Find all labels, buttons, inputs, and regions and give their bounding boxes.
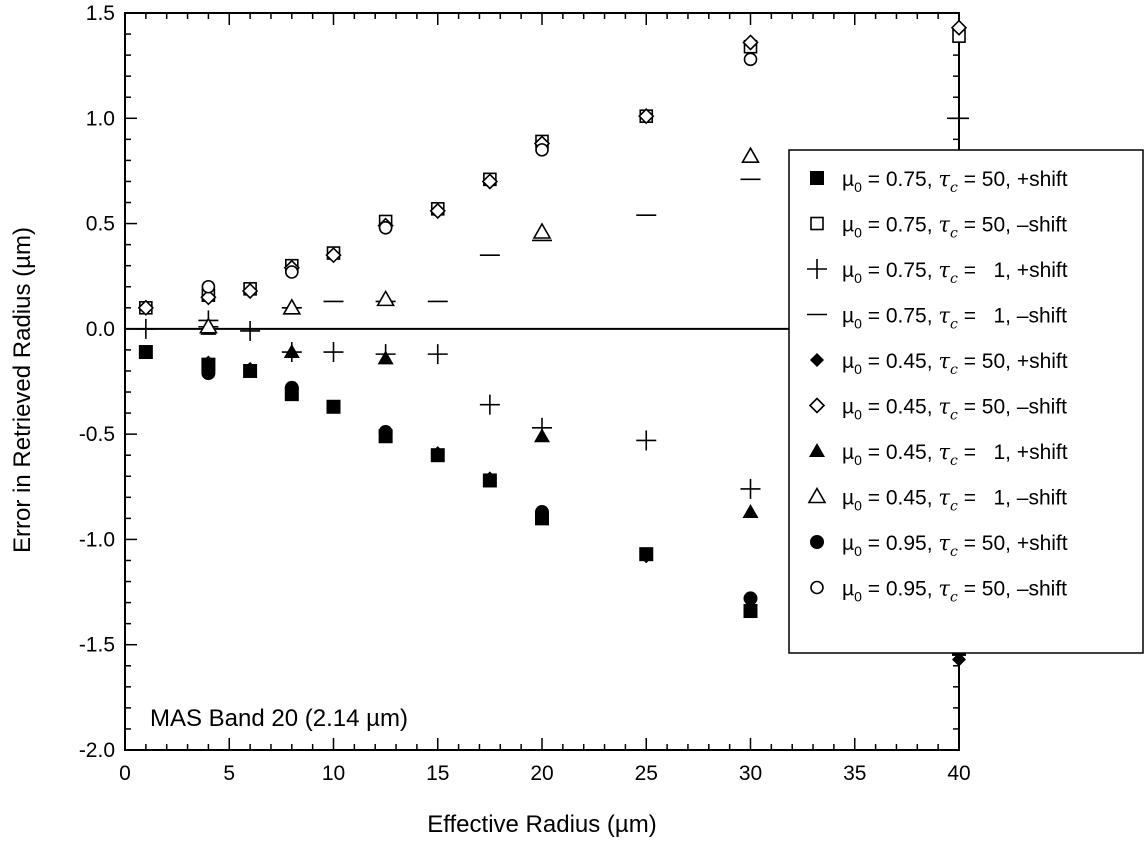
- data-point: [535, 143, 549, 157]
- data-point: [325, 247, 342, 264]
- data-point: [532, 222, 552, 239]
- data-point: [200, 289, 217, 306]
- data-point: [137, 299, 154, 316]
- legend-box: [788, 149, 1144, 654]
- data-point: [742, 504, 759, 519]
- x-tick-label: 5: [223, 762, 235, 785]
- data-point: [138, 345, 153, 360]
- series-8: [199, 146, 760, 334]
- y-axis-title: Error in Retrieved Radius (µm): [9, 227, 36, 553]
- data-point: [741, 146, 760, 163]
- data-point: [378, 220, 393, 235]
- data-point: [481, 173, 499, 190]
- data-point: [201, 366, 216, 381]
- data-point: [323, 342, 344, 363]
- series-9: [201, 366, 758, 606]
- x-tick-label: 10: [322, 762, 345, 785]
- series-3: [135, 310, 969, 624]
- data-point: [243, 361, 258, 376]
- legend: µ0 = 0.75, τc = 50, +shift µ0 = 0.75, τc …: [788, 149, 1144, 654]
- y-tick-label: 0.5: [86, 213, 115, 236]
- data-point: [952, 652, 966, 667]
- x-axis-title: Effective Radius (µm): [427, 811, 656, 838]
- data-point: [283, 344, 300, 359]
- data-point: [534, 428, 550, 443]
- data-point: [479, 394, 500, 415]
- legend-marker: [808, 397, 826, 414]
- data-point: [636, 430, 657, 451]
- y-tick-label: 1.0: [86, 107, 115, 130]
- data-point: [201, 279, 216, 294]
- legend-marker: [810, 535, 824, 549]
- legend-entry: µ0 = 0.75, τc = 50, –shift: [842, 213, 1067, 242]
- data-point: [284, 265, 299, 279]
- y-tick-label: 1.5: [86, 2, 115, 25]
- legend-entry: µ0 = 0.45, τc = 1, +shift: [842, 440, 1068, 469]
- data-point: [743, 52, 758, 67]
- legend-marker: [810, 216, 824, 231]
- legend-marker: [809, 443, 825, 457]
- y-tick-label: -1.0: [79, 528, 115, 551]
- data-point: [638, 108, 655, 125]
- band-annotation: MAS Band 20 (2.14 µm): [150, 705, 408, 732]
- y-tick-label: -1.5: [79, 634, 115, 657]
- y-tick-label: -0.5: [79, 423, 115, 446]
- y-tick-label: -2.0: [79, 739, 115, 762]
- y-tick-label: 0.0: [86, 318, 115, 341]
- data-point: [639, 549, 654, 564]
- x-tick-label: 0: [119, 762, 131, 785]
- data-point: [240, 320, 261, 341]
- data-point: [950, 19, 968, 36]
- data-markers: [135, 19, 969, 667]
- legend-marker: [807, 486, 827, 504]
- data-point: [429, 202, 446, 220]
- data-point: [199, 317, 218, 334]
- legend-entry: µ0 = 0.75, τc = 1, –shift: [842, 304, 1067, 333]
- data-point: [378, 425, 393, 440]
- data-point: [740, 478, 761, 499]
- x-tick-label: 30: [739, 762, 762, 785]
- legend-marker: [810, 353, 824, 367]
- x-tick-label: 20: [530, 762, 553, 785]
- legend-marker: [807, 259, 827, 279]
- legend-entry: µ0 = 0.95, τc = 50, –shift: [842, 577, 1067, 606]
- tick-labels: 0 5 10 15 20 25 30 35 40 -2.0 -1.5 -1.0 -0.5 0.0 0.5 1.…: [79, 2, 971, 785]
- legend-entry: µ0 = 0.75, τc = 1, +shift: [842, 258, 1068, 287]
- legend-entry: µ0 = 0.45, τc = 50, –shift: [842, 395, 1067, 424]
- data-point: [535, 505, 549, 520]
- x-tick-label: 15: [426, 762, 449, 785]
- x-tick-label: 40: [947, 762, 970, 785]
- data-point: [430, 446, 445, 461]
- x-tick-label: 35: [843, 762, 866, 785]
- x-tick-label: 25: [635, 762, 658, 785]
- legend-entry: µ0 = 0.75, τc = 50, +shift: [842, 167, 1068, 196]
- data-point: [282, 298, 302, 315]
- legend-entry: µ0 = 0.95, τc = 50, +shift: [842, 531, 1068, 560]
- series-10: [201, 52, 758, 294]
- legend-marker: [810, 171, 824, 185]
- series-7: [200, 320, 759, 519]
- legend-entry: µ0 = 0.45, τc = 50, +shift: [842, 349, 1068, 378]
- legend-marker: [810, 580, 824, 595]
- data-point: [742, 34, 759, 51]
- data-point: [743, 604, 758, 619]
- data-point: [377, 350, 394, 365]
- data-point: [284, 380, 299, 395]
- data-point: [201, 355, 216, 370]
- data-point: [482, 471, 497, 486]
- data-point: [326, 399, 341, 414]
- data-point: [427, 344, 448, 365]
- data-point: [241, 282, 259, 300]
- legend-entry: µ0 = 0.45, τc = 1, –shift: [842, 486, 1067, 515]
- data-point: [376, 289, 396, 307]
- data-point: [743, 591, 758, 606]
